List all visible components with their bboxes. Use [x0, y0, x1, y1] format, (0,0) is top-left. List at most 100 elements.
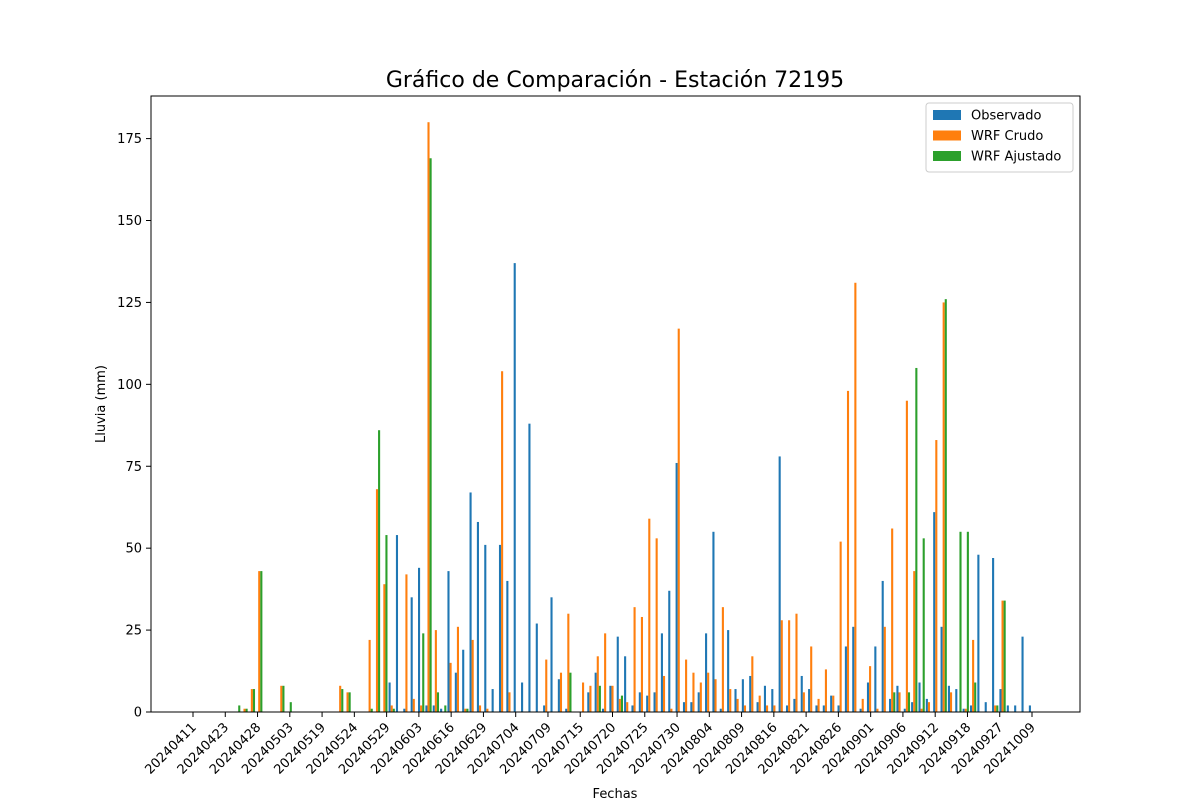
bar-observado — [521, 682, 524, 712]
bar-observado — [498, 544, 502, 712]
bar-observado — [874, 646, 877, 712]
bar-wrf-crudo — [824, 669, 827, 712]
bar-observado — [830, 695, 833, 712]
bar-wrf-crudo — [846, 390, 850, 712]
bar-observado — [734, 689, 737, 712]
bar-observado — [778, 456, 781, 712]
bar-observado — [403, 708, 406, 712]
bar-observado — [705, 633, 708, 712]
bar-wrf-crudo — [780, 620, 783, 712]
bar-wrf-crudo — [766, 705, 769, 712]
bar-observado — [977, 554, 980, 712]
y-tick-label: 100 — [117, 378, 142, 393]
bar-wrf-crudo — [839, 541, 842, 712]
bar-observado — [476, 521, 479, 712]
bar-wrf-ajustado — [252, 689, 256, 712]
chart-title: Gráfico de Comparación - Estación 72195 — [386, 68, 844, 93]
legend-swatch — [933, 130, 961, 141]
bar-observado — [491, 689, 494, 712]
bar-wrf-crudo — [913, 571, 916, 712]
bar-wrf-crudo — [611, 685, 614, 712]
bar-wrf-crudo — [743, 705, 747, 712]
bar-observado — [793, 698, 796, 712]
y-tick-label: 75 — [125, 460, 142, 475]
bar-observado — [601, 708, 605, 712]
bar-observado — [528, 423, 531, 712]
bar-wrf-crudo — [383, 584, 386, 712]
bar-wrf-ajustado — [569, 672, 572, 712]
bar-observado — [565, 708, 568, 712]
bar-observado — [947, 685, 950, 712]
y-axis-label: Lluvia (mm) — [94, 365, 109, 443]
bar-wrf-crudo — [891, 528, 894, 712]
bar-observado — [660, 633, 663, 712]
bar-wrf-crudo — [817, 698, 820, 712]
bar-observado — [712, 531, 715, 712]
bar-wrf-crudo — [802, 692, 805, 712]
x-axis-label: Fechas — [593, 787, 638, 800]
bar-wrf-ajustado — [996, 705, 999, 712]
bar-wrf-ajustado — [422, 633, 425, 712]
bar-wrf-ajustado — [893, 692, 896, 712]
bar-wrf-crudo — [412, 698, 415, 712]
bar-observado — [690, 702, 693, 712]
bar-wrf-ajustado — [620, 695, 624, 712]
bar-wrf-ajustado — [598, 685, 601, 712]
y-tick-label: 25 — [125, 624, 142, 639]
bar-observado — [624, 656, 627, 712]
bar-observado — [1028, 705, 1031, 712]
bar-wrf-crudo — [405, 574, 408, 712]
bar-wrf-ajustado — [260, 571, 263, 712]
bar-observado — [1014, 705, 1017, 712]
bar-wrf-ajustado — [282, 685, 285, 712]
bar-wrf-crudo — [478, 705, 482, 712]
bar-observado — [889, 698, 892, 712]
bar-observado — [675, 462, 678, 712]
bar-observado — [844, 646, 847, 712]
bar-wrf-crudo — [994, 705, 997, 712]
bar-observado — [999, 689, 1002, 712]
bar-wrf-ajustado — [915, 367, 918, 712]
bar-observado — [631, 705, 634, 712]
bar-wrf-crudo — [832, 695, 835, 712]
bar-wrf-crudo — [714, 679, 717, 712]
bar-observado — [388, 682, 391, 712]
bar-wrf-ajustado — [922, 538, 925, 712]
y-tick-label: 0 — [134, 706, 142, 721]
y-tick-label: 125 — [117, 296, 142, 311]
bar-wrf-crudo — [486, 708, 489, 712]
bar-observado — [741, 679, 744, 712]
bar-observado — [911, 702, 914, 712]
bar-wrf-crudo — [464, 708, 467, 712]
bar-wrf-crudo — [935, 440, 938, 712]
bar-wrf-crudo — [1001, 600, 1004, 712]
bar-wrf-crudo — [699, 682, 702, 712]
bar-observado — [469, 492, 472, 712]
bar-observado — [749, 675, 752, 712]
legend-label: WRF Crudo — [971, 129, 1043, 144]
bar-wrf-crudo — [736, 698, 739, 712]
bar-wrf-crudo — [692, 672, 695, 712]
bar-wrf-crudo — [729, 689, 732, 712]
bar-wrf-crudo — [905, 400, 908, 712]
bar-wrf-ajustado — [289, 702, 292, 712]
bar-observado — [682, 702, 686, 712]
bar-wrf-crudo — [883, 626, 886, 712]
bar-observado — [933, 512, 936, 712]
bar-wrf-ajustado — [444, 705, 447, 712]
bar-wrf-crudo — [449, 662, 452, 712]
legend-label: WRF Ajustado — [971, 150, 1061, 165]
bar-observado — [822, 705, 825, 712]
bar-wrf-crudo — [964, 708, 967, 712]
bar-wrf-crudo — [677, 328, 680, 712]
bar-observado — [1021, 636, 1024, 712]
bar-wrf-crudo — [618, 698, 621, 712]
bar-wrf-ajustado — [245, 708, 248, 712]
bar-wrf-ajustado — [944, 299, 947, 712]
bar-wrf-crudo — [471, 639, 474, 712]
bar-observado — [859, 708, 862, 712]
bar-wrf-crudo — [501, 371, 504, 712]
bar-wrf-crudo — [420, 705, 423, 712]
bar-wrf-ajustado — [385, 535, 388, 712]
bar-wrf-crudo — [626, 702, 629, 712]
